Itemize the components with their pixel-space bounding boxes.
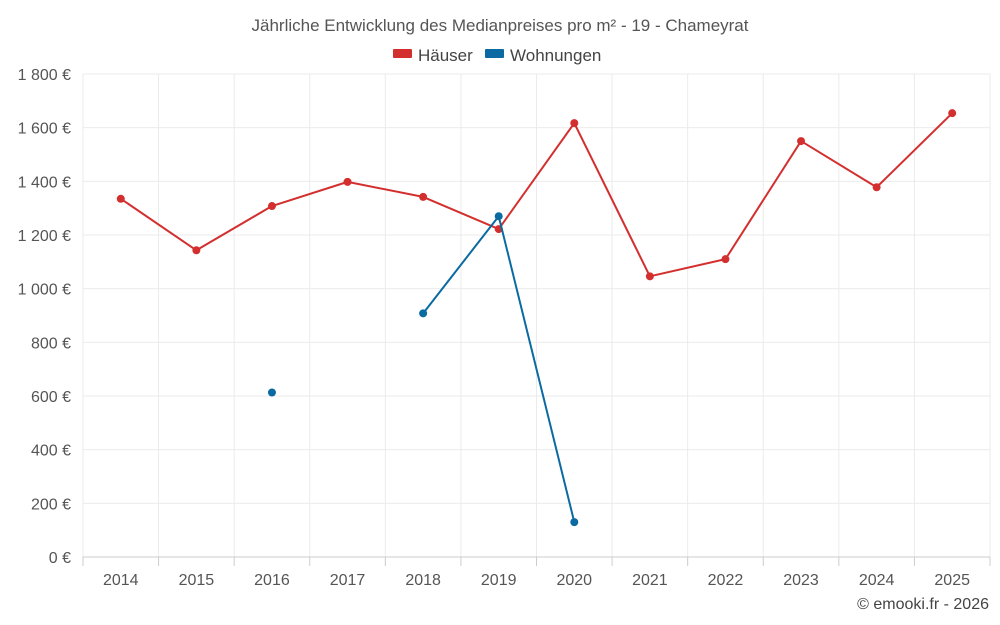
x-tick-label: 2015 xyxy=(179,572,215,589)
data-point-wohnungen[interactable] xyxy=(494,212,503,221)
y-tick-label: 600 € xyxy=(31,389,71,406)
x-tick-label: 2024 xyxy=(859,572,895,589)
x-tick-label: 2018 xyxy=(405,572,441,589)
series-line-wohnungen xyxy=(422,215,576,523)
legend-swatch-wohnungen xyxy=(485,49,504,58)
legend: Häuser Wohnungen xyxy=(393,46,601,65)
x-tick-label: 2023 xyxy=(783,572,819,589)
legend-item-wohnungen[interactable]: Wohnungen xyxy=(485,46,601,65)
axes: 0 € 200 € 400 € 600 € 800 € 1 000 € 1 200 € 1 4… xyxy=(18,67,991,589)
data-point-wohnungen[interactable] xyxy=(267,388,276,397)
series-line-haeuser xyxy=(120,112,953,278)
series xyxy=(116,109,957,527)
x-tick-label: 2014 xyxy=(103,572,139,589)
data-point-haeuser[interactable] xyxy=(872,183,881,192)
x-tick-label: 2022 xyxy=(708,572,744,589)
y-tick-label: 1 600 € xyxy=(18,121,71,138)
data-point-haeuser[interactable] xyxy=(797,137,806,146)
data-point-haeuser[interactable] xyxy=(721,255,730,264)
data-point-wohnungen[interactable] xyxy=(419,309,428,318)
y-tick-label: 1 000 € xyxy=(18,282,71,299)
y-tick-label: 200 € xyxy=(31,496,71,513)
data-point-haeuser[interactable] xyxy=(343,177,352,186)
data-point-haeuser[interactable] xyxy=(192,246,201,255)
y-tick-label: 400 € xyxy=(31,443,71,460)
x-tick-label: 2020 xyxy=(556,572,592,589)
data-point-wohnungen[interactable] xyxy=(570,518,579,527)
x-tick-label: 2019 xyxy=(481,572,517,589)
legend-item-haeuser[interactable]: Häuser xyxy=(393,46,473,65)
x-tick-label: 2021 xyxy=(632,572,668,589)
chart-title: Jährliche Entwicklung des Medianpreises … xyxy=(252,16,749,35)
y-tick-label: 1 200 € xyxy=(18,228,71,245)
y-tick-label: 800 € xyxy=(31,335,71,352)
x-tick-label: 2017 xyxy=(330,572,366,589)
data-point-haeuser[interactable] xyxy=(645,272,654,281)
legend-swatch-haeuser xyxy=(393,49,412,58)
data-point-haeuser[interactable] xyxy=(948,109,957,118)
legend-label-haeuser: Häuser xyxy=(418,46,473,65)
data-point-haeuser[interactable] xyxy=(570,119,579,128)
y-tick-label: 1 800 € xyxy=(18,67,71,84)
y-tick-label: 0 € xyxy=(49,550,71,567)
series-haeuser xyxy=(116,109,957,281)
grid xyxy=(82,73,991,557)
x-tick-label: 2025 xyxy=(934,572,970,589)
data-point-haeuser[interactable] xyxy=(116,194,125,203)
data-point-haeuser[interactable] xyxy=(267,202,276,211)
data-point-haeuser[interactable] xyxy=(419,192,428,201)
y-tick-label: 1 400 € xyxy=(18,174,71,191)
series-wohnungen xyxy=(267,212,579,527)
credit-text: © emooki.fr - 2026 xyxy=(857,596,989,613)
x-tick-label: 2016 xyxy=(254,572,290,589)
legend-label-wohnungen: Wohnungen xyxy=(510,46,601,65)
